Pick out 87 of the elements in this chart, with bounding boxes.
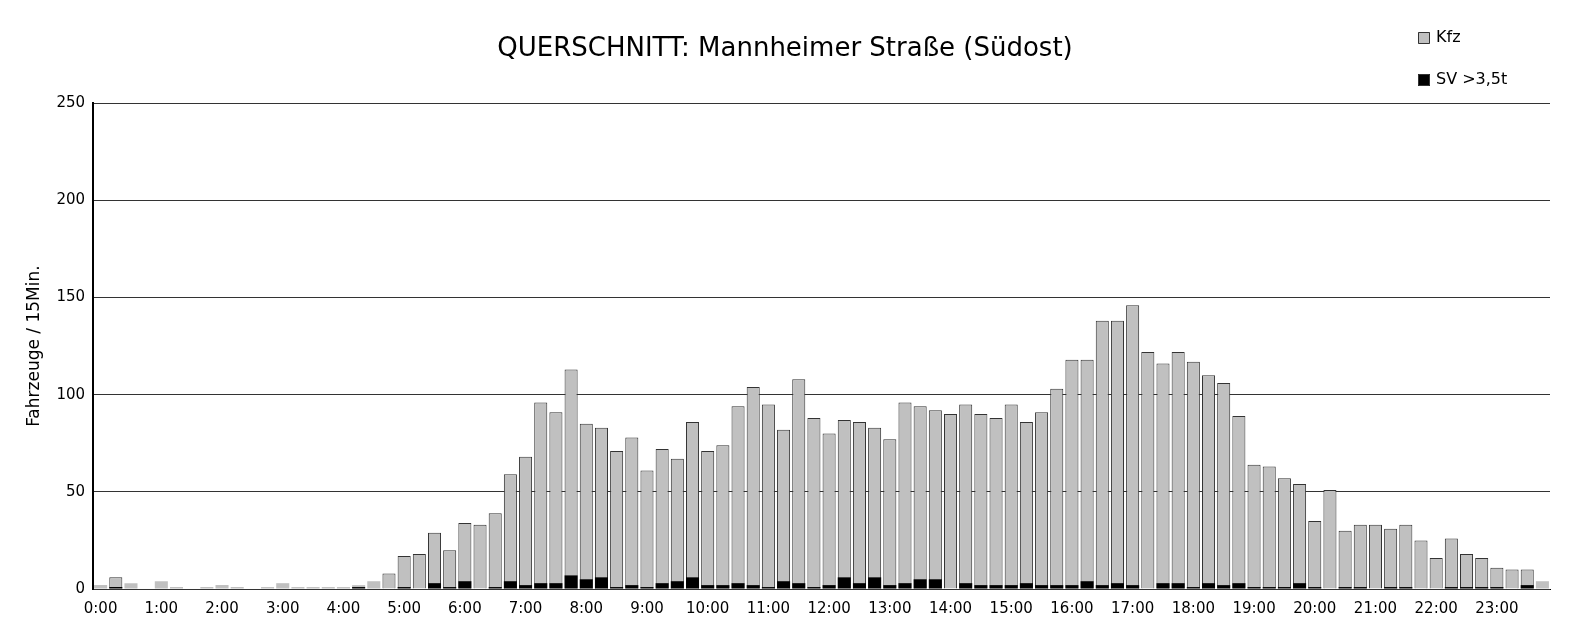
bar xyxy=(701,585,715,589)
bar xyxy=(1065,585,1079,589)
bar xyxy=(427,583,442,589)
x-tick-label: 6:00 xyxy=(448,598,482,617)
bar xyxy=(1156,583,1170,589)
x-tick-label: 10:00 xyxy=(686,598,730,617)
x-tick-label: 14:00 xyxy=(928,598,973,617)
legend-label: Kfz xyxy=(1436,27,1461,47)
bar xyxy=(1293,583,1307,589)
bar xyxy=(670,581,684,589)
x-tick-label: 9:00 xyxy=(630,598,664,617)
bar xyxy=(1110,583,1124,589)
bar xyxy=(367,581,381,589)
bar xyxy=(777,581,791,589)
chart-title: QUERSCHNITT: Mannheimer Straße (Südost) xyxy=(497,32,1073,63)
bar xyxy=(716,585,730,589)
x-tick-label: 13:00 xyxy=(868,598,912,617)
bar xyxy=(519,585,533,589)
bar xyxy=(746,585,760,589)
y-tick-label: 150 xyxy=(56,287,86,306)
x-tick-label: 4:00 xyxy=(326,598,361,617)
legend-label: SV >3,5t xyxy=(1436,69,1508,89)
x-tick-label: 11:00 xyxy=(746,598,791,617)
y-tick-label: 100 xyxy=(56,384,86,403)
x-tick-label: 18:00 xyxy=(1171,598,1215,617)
x-tick-label: 7:00 xyxy=(508,598,543,617)
bar xyxy=(1520,585,1534,589)
bar xyxy=(564,575,578,589)
y-axis-title: Fahrzeuge / 15Min. xyxy=(22,265,43,427)
y-tick-label: 250 xyxy=(56,93,86,112)
bar xyxy=(276,583,290,589)
bar xyxy=(1126,585,1140,589)
bar xyxy=(94,585,108,589)
bar xyxy=(1035,585,1049,589)
bar xyxy=(1202,583,1216,589)
bar xyxy=(1095,585,1109,589)
bar xyxy=(625,585,639,589)
x-tick-label: 22:00 xyxy=(1414,598,1458,617)
bar xyxy=(154,581,168,589)
bar xyxy=(1535,581,1549,589)
bar xyxy=(549,583,563,589)
bar xyxy=(1019,583,1033,589)
x-tick-label: 8:00 xyxy=(569,598,604,617)
bar xyxy=(913,579,927,589)
x-tick-label: 21:00 xyxy=(1353,598,1398,617)
x-tick-label: 12:00 xyxy=(807,598,851,617)
x-tick-label: 20:00 xyxy=(1293,598,1337,617)
x-tick-label: 1:00 xyxy=(144,598,179,617)
bar xyxy=(1050,585,1064,589)
bar xyxy=(458,581,472,589)
bar xyxy=(594,577,608,589)
bar xyxy=(822,585,836,589)
bar xyxy=(534,583,548,589)
x-tick-label: 3:00 xyxy=(265,598,300,617)
bar xyxy=(1232,583,1246,589)
x-tick-label: 16:00 xyxy=(1050,598,1094,617)
bar xyxy=(503,581,517,589)
bar xyxy=(731,583,745,589)
x-tick-label: 2:00 xyxy=(205,598,239,617)
bar xyxy=(989,585,1003,589)
y-tick-label: 50 xyxy=(65,481,86,500)
x-tick-label: 0:00 xyxy=(83,598,118,617)
bar xyxy=(124,583,138,589)
y-tick-label: 200 xyxy=(56,190,86,209)
bar xyxy=(1171,583,1185,589)
bar xyxy=(868,577,882,589)
bar xyxy=(1080,581,1094,589)
bar xyxy=(655,583,669,589)
x-tick-label: 5:00 xyxy=(387,598,421,617)
bar xyxy=(685,577,700,589)
bar xyxy=(837,577,851,589)
x-tick-label: 19:00 xyxy=(1232,598,1276,617)
bar xyxy=(852,583,866,589)
bar xyxy=(959,583,973,589)
x-tick-label: 15:00 xyxy=(989,598,1033,617)
bar xyxy=(1004,585,1018,589)
bar xyxy=(898,583,912,589)
bar xyxy=(579,579,593,589)
bar xyxy=(928,579,942,589)
bar xyxy=(883,585,897,589)
bar xyxy=(792,583,806,589)
x-tick-label: 23:00 xyxy=(1475,598,1519,617)
bar xyxy=(974,585,988,589)
y-tick-label: 0 xyxy=(75,578,86,597)
x-tick-label: 17:00 xyxy=(1111,598,1155,617)
bar xyxy=(1217,585,1231,589)
bar xyxy=(215,585,229,589)
